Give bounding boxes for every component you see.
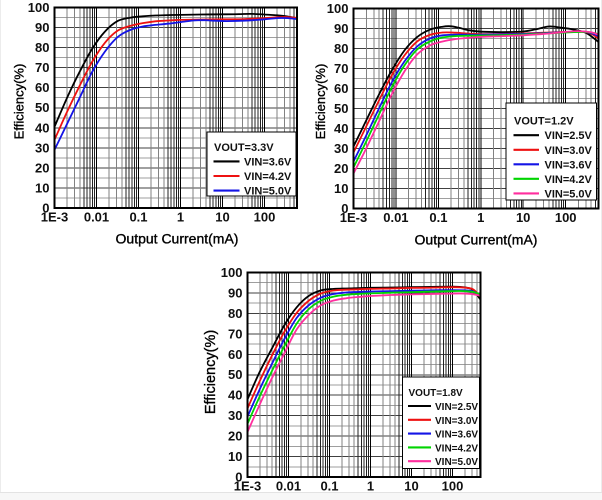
- svg-text:Efficiency(%): Efficiency(%): [12, 64, 27, 140]
- svg-text:30: 30: [228, 408, 242, 423]
- svg-text:VIN=3.0V: VIN=3.0V: [435, 416, 478, 427]
- svg-text:1E-3: 1E-3: [340, 210, 367, 225]
- svg-text:40: 40: [334, 121, 348, 136]
- svg-text:Efficiency(%): Efficiency(%): [313, 64, 328, 140]
- svg-text:10: 10: [215, 210, 229, 225]
- svg-text:100: 100: [254, 210, 276, 225]
- svg-text:0: 0: [341, 201, 348, 216]
- svg-text:VOUT=1.8V: VOUT=1.8V: [409, 388, 464, 399]
- svg-text:VIN=5.0V: VIN=5.0V: [545, 188, 593, 200]
- svg-text:40: 40: [228, 388, 242, 403]
- svg-text:90: 90: [334, 21, 348, 36]
- svg-text:70: 70: [228, 326, 242, 341]
- svg-text:30: 30: [334, 141, 348, 156]
- svg-text:20: 20: [35, 160, 49, 175]
- svg-text:60: 60: [334, 81, 348, 96]
- svg-text:Efficiency(%): Efficiency(%): [203, 330, 219, 414]
- svg-text:0: 0: [235, 470, 242, 485]
- svg-text:VOUT=1.2V: VOUT=1.2V: [514, 116, 574, 128]
- svg-text:0.01: 0.01: [276, 479, 301, 494]
- svg-text:VIN=4.2V: VIN=4.2V: [545, 174, 593, 186]
- svg-text:VIN=5.0V: VIN=5.0V: [244, 186, 292, 198]
- svg-text:60: 60: [35, 80, 49, 95]
- svg-text:70: 70: [334, 61, 348, 76]
- svg-text:1: 1: [477, 210, 484, 225]
- svg-text:80: 80: [35, 40, 49, 55]
- svg-text:0.1: 0.1: [320, 479, 338, 494]
- svg-text:Output Current(mA): Output Current(mA): [415, 232, 538, 248]
- svg-text:VIN=2.5V: VIN=2.5V: [545, 130, 593, 142]
- svg-text:90: 90: [228, 286, 242, 301]
- svg-text:80: 80: [228, 306, 242, 321]
- svg-text:1: 1: [367, 479, 374, 494]
- svg-text:100: 100: [555, 210, 577, 225]
- svg-text:VIN=4.2V: VIN=4.2V: [435, 443, 478, 454]
- svg-text:1E-3: 1E-3: [234, 479, 261, 494]
- svg-text:50: 50: [35, 100, 49, 115]
- svg-text:0.1: 0.1: [129, 210, 147, 225]
- svg-text:10: 10: [35, 180, 49, 195]
- svg-text:20: 20: [334, 161, 348, 176]
- svg-text:VIN=3.6V: VIN=3.6V: [244, 156, 292, 168]
- svg-text:10: 10: [334, 181, 348, 196]
- svg-text:1E-3: 1E-3: [41, 210, 68, 225]
- svg-text:100: 100: [28, 0, 50, 15]
- svg-text:90: 90: [35, 20, 49, 35]
- svg-text:0: 0: [42, 201, 49, 216]
- svg-text:0.01: 0.01: [383, 210, 408, 225]
- svg-text:50: 50: [334, 101, 348, 116]
- svg-text:VIN=3.6V: VIN=3.6V: [435, 430, 478, 441]
- svg-text:70: 70: [35, 60, 49, 75]
- svg-text:30: 30: [35, 140, 49, 155]
- svg-text:50: 50: [228, 367, 242, 382]
- svg-text:80: 80: [334, 41, 348, 56]
- svg-text:VIN=3.6V: VIN=3.6V: [545, 159, 593, 171]
- svg-text:10: 10: [404, 479, 418, 494]
- svg-text:10: 10: [516, 210, 530, 225]
- svg-text:VOUT=3.3V: VOUT=3.3V: [214, 142, 274, 154]
- svg-text:VIN=3.0V: VIN=3.0V: [545, 145, 593, 157]
- svg-text:VIN=4.2V: VIN=4.2V: [244, 171, 292, 183]
- svg-text:VIN=5.0V: VIN=5.0V: [435, 457, 478, 468]
- svg-text:10: 10: [228, 449, 242, 464]
- svg-text:1: 1: [177, 210, 184, 225]
- svg-text:40: 40: [35, 120, 49, 135]
- svg-text:Output Current(mA): Output Current(mA): [116, 231, 239, 247]
- svg-text:100: 100: [442, 479, 464, 494]
- svg-text:0.01: 0.01: [84, 210, 109, 225]
- svg-text:100: 100: [327, 1, 349, 16]
- svg-text:VIN=2.5V: VIN=2.5V: [435, 402, 478, 413]
- svg-text:60: 60: [228, 347, 242, 362]
- svg-text:20: 20: [228, 429, 242, 444]
- svg-text:100: 100: [221, 265, 243, 280]
- svg-text:0.1: 0.1: [429, 210, 447, 225]
